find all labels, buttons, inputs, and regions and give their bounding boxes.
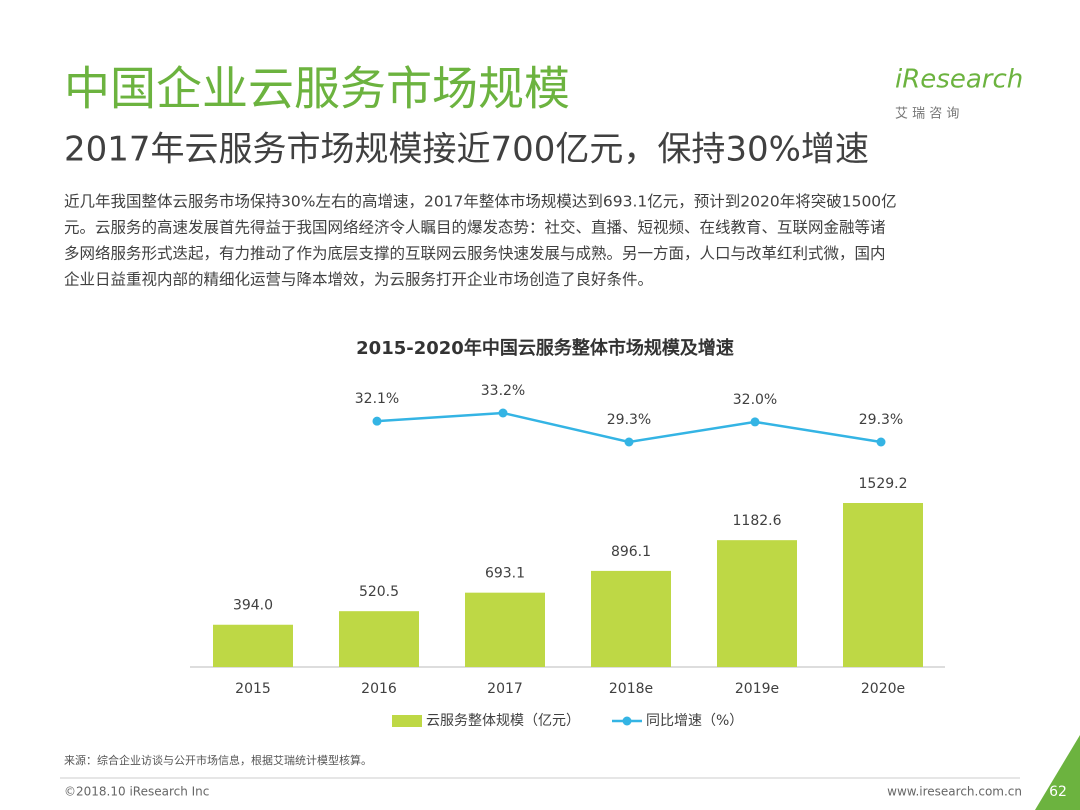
url: www.iresearch.com.cn <box>887 785 1022 799</box>
body-line: 元。云服务的高速发展首先得益于我国网络经济令人瞩目的爆发态势：社交、直播、短视频… <box>64 218 886 237</box>
bar <box>591 570 671 667</box>
bar-label: 394.0 <box>233 598 273 614</box>
legend-dot <box>622 716 632 726</box>
x-tick-label: 2020e <box>861 681 905 697</box>
bar <box>465 592 545 667</box>
x-tick-label: 2017 <box>487 681 523 697</box>
line-label: 29.3% <box>607 412 651 428</box>
line-point <box>372 416 382 426</box>
page-number: 62 <box>1049 784 1067 800</box>
x-tick-label: 2015 <box>235 681 271 697</box>
body-line: 近几年我国整体云服务市场保持30%左右的高增速，2017年整体市场规模达到693… <box>64 193 897 211</box>
line-point <box>498 408 508 418</box>
line-point <box>876 437 886 447</box>
legend-label: 云服务整体规模（亿元） <box>426 713 580 729</box>
bar <box>213 624 293 667</box>
bar <box>339 611 419 667</box>
body-line: 企业日益重视内部的精细化运营与降本增效，为云服务打开企业市场创造了良好条件。 <box>64 271 653 289</box>
chart-title: 2015-2020年中国云服务整体市场规模及增速 <box>356 337 734 359</box>
body-line: 多网络服务形式迭起，有力推动了作为底层支撑的互联网云服务快速发展与成熟。另一方面… <box>64 245 886 263</box>
subtitle: 2017年云服务市场规模接近700亿元，保持30%增速 <box>64 130 869 170</box>
logo: iResearch <box>895 65 1023 95</box>
x-tick-label: 2019e <box>735 681 779 697</box>
title: 中国企业云服务市场规模 <box>64 62 570 116</box>
line-point <box>624 437 634 447</box>
line-point <box>750 417 760 427</box>
bar-label: 896.1 <box>611 544 651 560</box>
bar <box>717 540 797 667</box>
copyright: ©2018.10 iResearch Inc <box>64 785 209 799</box>
line-label: 29.3% <box>859 412 903 428</box>
source: 来源：综合企业访谈与公开市场信息，根据艾瑞统计模型核算。 <box>64 753 372 767</box>
line-label: 32.0% <box>733 392 777 408</box>
legend-swatch <box>392 715 422 727</box>
line-label: 32.1% <box>355 391 399 407</box>
bar-label: 1529.2 <box>859 476 908 492</box>
legend-label: 同比增速（%） <box>646 713 743 729</box>
logo-sub: 艾 瑞 咨 询 <box>895 107 959 122</box>
line-label: 33.2% <box>481 383 525 399</box>
x-tick-label: 2018e <box>609 681 653 697</box>
bar-label: 693.1 <box>485 566 525 582</box>
bar <box>843 503 923 667</box>
corner <box>1035 735 1080 810</box>
x-tick-label: 2016 <box>361 681 397 697</box>
bar-label: 520.5 <box>359 584 399 600</box>
bar-label: 1182.6 <box>733 513 782 529</box>
